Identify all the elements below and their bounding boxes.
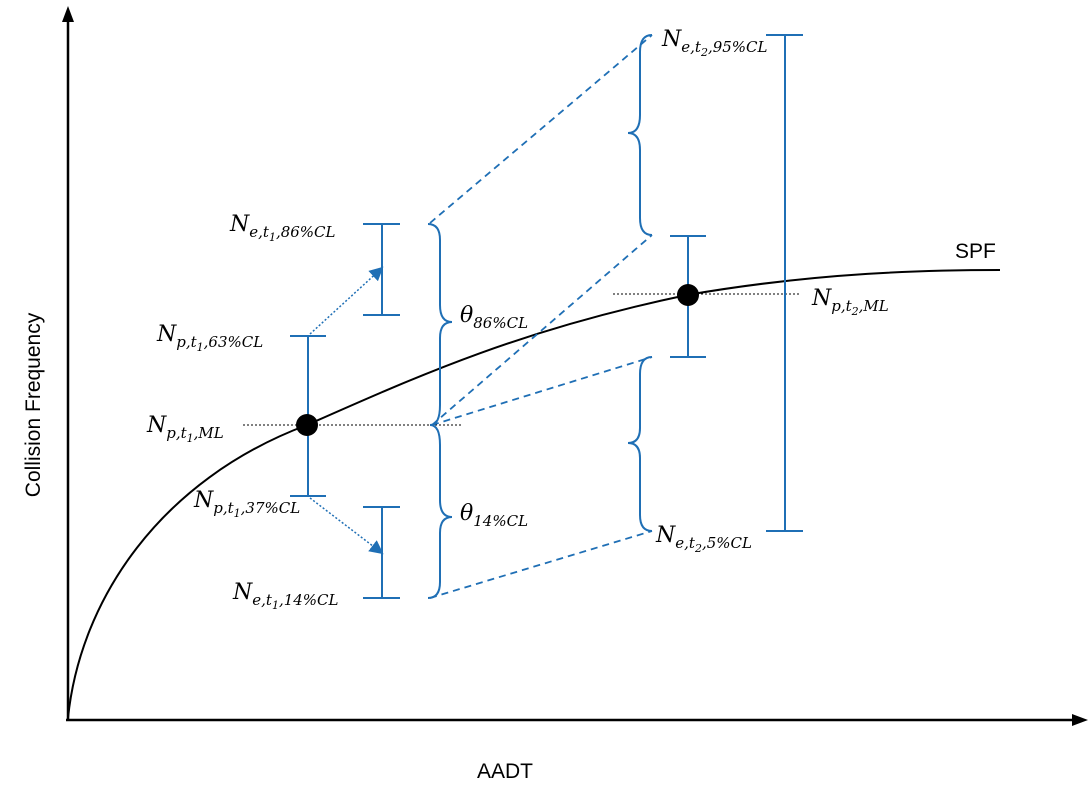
label-ne-t1-14: Ne,t1,14%CL [232, 580, 339, 612]
spf-label: SPF [955, 240, 996, 263]
axes [62, 6, 1088, 726]
y-axis-arrow [62, 6, 74, 22]
label-theta-14: θ14%CL [460, 501, 528, 530]
spf-curve [67, 269, 1001, 719]
theta-brace [427, 223, 453, 599]
label-theta-86: θ86%CL [460, 303, 528, 332]
label-np-t1-63: Np,t1,63%CL [156, 322, 263, 354]
t2-upper-brace [627, 34, 653, 236]
label-ne-t2-95: Ne,t2,95%CL [661, 27, 768, 59]
y-axis-label: Collision Frequency [22, 312, 45, 497]
x-axis-arrow [1072, 714, 1088, 726]
label-ne-t2-5: Ne,t2,5%CL [655, 523, 752, 555]
projection-lines [429, 34, 653, 599]
t1-ml-point [296, 414, 318, 436]
arrow-to-lower-estimate [309, 497, 384, 555]
t2-estimated-interval [766, 34, 803, 532]
label-ne-t1-86: Ne,t1,86%CL [229, 212, 336, 244]
label-np-t1-37: Np,t1,37%CL [193, 488, 300, 520]
t2-ml-point [677, 284, 699, 306]
t2-lower-brace [627, 356, 653, 532]
label-np-t2-ml: Np,t2,ML [811, 286, 889, 318]
arrow-to-upper-estimate [309, 266, 384, 335]
t1-estimated-upper-interval [363, 223, 400, 316]
x-axis-label: AADT [477, 760, 533, 783]
label-np-t1-ml: Np,t1,ML [146, 413, 224, 445]
